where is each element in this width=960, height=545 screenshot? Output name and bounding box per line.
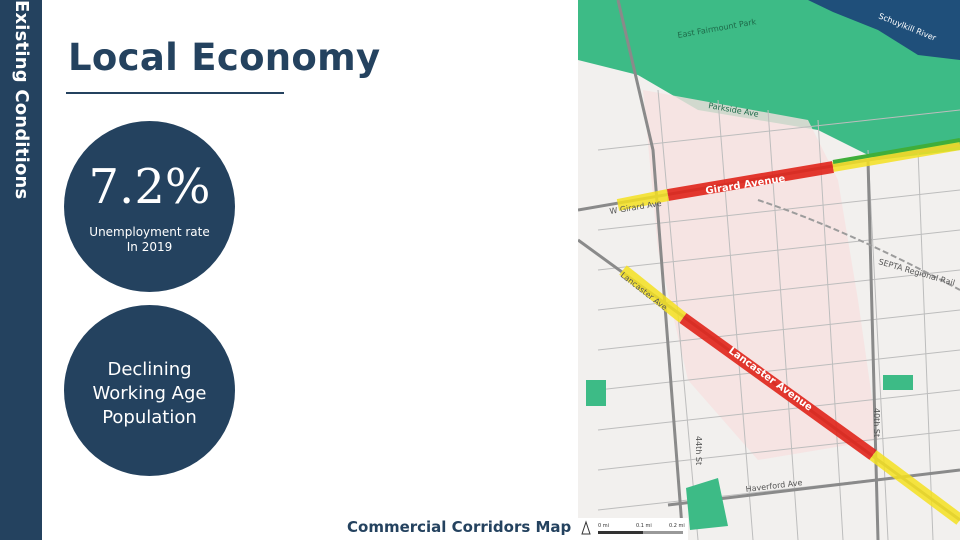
small-park-3	[686, 478, 728, 530]
working-age-label: Declining Working Age Population	[64, 358, 235, 430]
scale-label-0: 0 mi	[598, 523, 609, 529]
scale-label-2: 0.2 mi	[669, 523, 685, 529]
lancaster-red-corridor	[679, 313, 877, 460]
page-title: Local Economy	[68, 36, 381, 79]
unemployment-stat-circle: 7.2% Unemployment rate In 2019	[64, 121, 235, 292]
fairmount-park-area	[578, 0, 960, 160]
working-age-line-3: Population	[102, 407, 197, 428]
lancaster-yellow-east	[869, 450, 960, 525]
girard-green-link	[832, 138, 960, 164]
map-label-44th: 44th St	[694, 436, 703, 465]
map-graphic: Girard Avenue W Girard Ave Lancaster Ave…	[578, 0, 960, 540]
scale-bar-segment-2	[643, 531, 683, 534]
scale-graphic: 0 mi 0.1 mi 0.2 mi	[581, 520, 685, 535]
map-scale-bar: 0 mi 0.1 mi 0.2 mi	[578, 518, 688, 540]
girard-yellow-east	[832, 140, 960, 172]
section-label: Existing Conditions	[11, 0, 32, 200]
working-age-stat-circle: Declining Working Age Population	[64, 305, 235, 476]
study-area-tint	[643, 90, 878, 460]
scale-label-1: 0.1 mi	[636, 523, 652, 529]
septa-rail-line	[757, 199, 960, 291]
unemployment-rate-label: Unemployment rate In 2019	[64, 225, 235, 255]
scale-bar-segment-1	[598, 531, 643, 534]
map-label-40th: 40th St	[872, 408, 881, 437]
working-age-line-1: Declining	[107, 359, 192, 380]
small-park-1	[586, 380, 606, 406]
girard-yellow-west	[616, 189, 670, 211]
commercial-corridors-map: Girard Avenue W Girard Ave Lancaster Ave…	[578, 0, 960, 540]
map-caption: Commercial Corridors Map	[347, 518, 572, 536]
north-arrow-icon	[581, 520, 591, 535]
working-age-line-2: Working Age	[92, 383, 207, 404]
sidebar-band: Existing Conditions	[0, 0, 42, 540]
girard-red-corridor	[666, 161, 835, 201]
title-underline	[66, 92, 284, 94]
map-label-septa: SEPTA Regional Rail	[877, 257, 955, 287]
schuylkill-river	[808, 0, 960, 60]
unemployment-label-line-2: In 2019	[126, 240, 173, 254]
unemployment-label-line-1: Unemployment rate	[89, 225, 210, 239]
small-park-2	[883, 375, 913, 390]
lancaster-yellow-west	[619, 265, 687, 323]
unemployment-rate-value: 7.2%	[88, 159, 211, 215]
